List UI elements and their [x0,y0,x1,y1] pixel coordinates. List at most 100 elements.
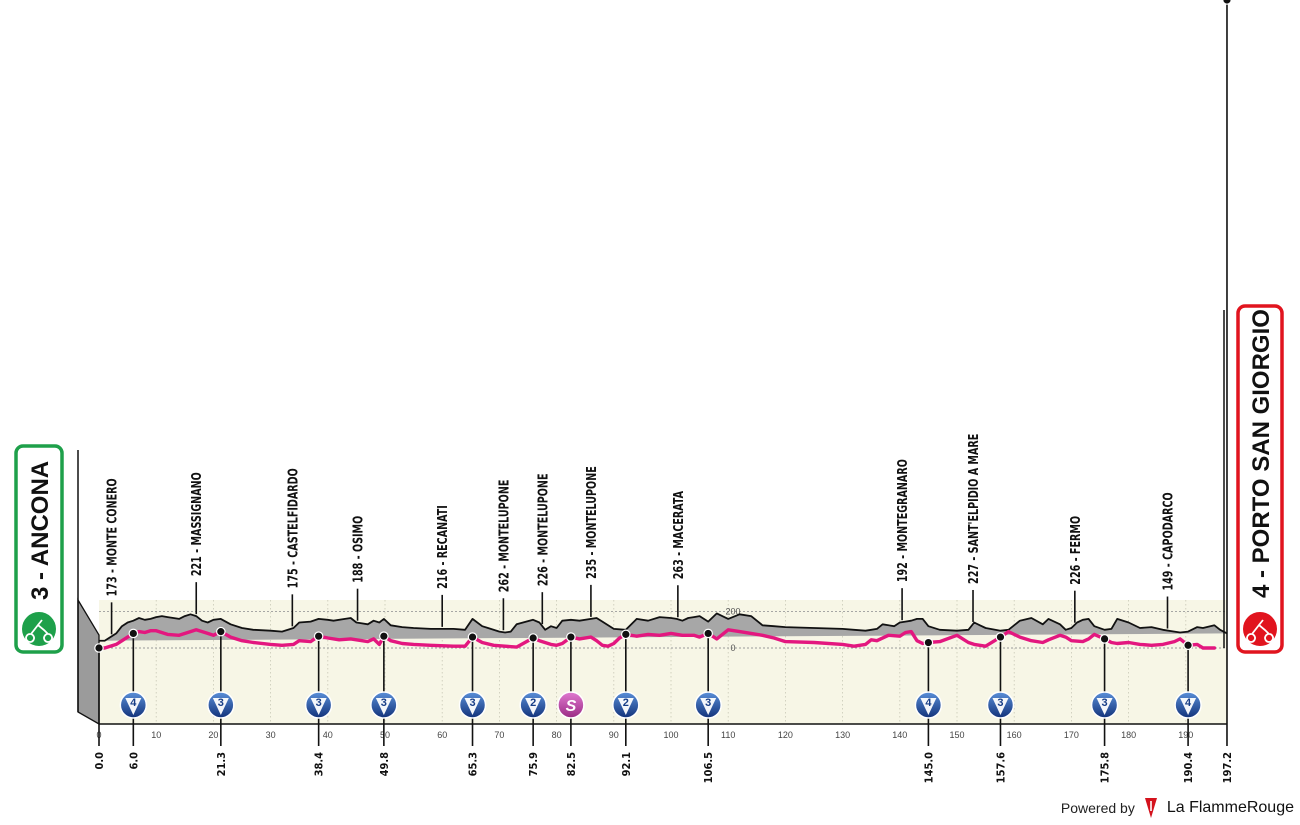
place-name: 192 - MONTEGRANARO [895,459,910,582]
checkpoint-km-label: 92.1 [620,752,633,777]
checkpoint-dot [1222,0,1232,5]
start-place-name: 3 - ANCONA [27,461,54,600]
flamme-rouge-logo-icon [1144,798,1157,818]
place-label: 173 - MONTE CONERO [105,478,120,635]
place-label: 226 - FERMO [1068,516,1083,623]
checkpoint-category: 3 [469,697,475,709]
climb-triangle-icon [375,698,392,715]
profile-side-wall [77,597,100,726]
checkpoint-dot [621,629,631,640]
checkpoint: 4 190.4 [1174,640,1202,783]
climb-triangle-icon [617,698,634,715]
x-tick-label: 150 [949,730,964,740]
checkpoint: 349.8 [370,631,398,777]
x-tick-label: 30 [266,730,276,740]
climb-triangle-icon [125,698,142,715]
x-tick-label: 40 [323,730,333,740]
brand-name: La FlammeRouge [1166,799,1294,816]
climb-triangle-icon [464,698,481,715]
checkpoint: 197.2 [1221,0,1234,783]
place-name: 226 - MONTELUPONE [535,474,550,587]
checkpoint: 365.3 [458,632,487,776]
checkpoint-km-label: 0.0 [93,752,106,770]
climb-triangle-icon [525,698,542,715]
place-name: 188 - OSIMO [351,516,366,583]
checkpoint-category: 3 [218,697,224,709]
x-tick-label: 50 [380,730,390,740]
checkpoint-km-label: 49.8 [378,752,391,777]
place-name: 221 - MASSIGNANO [189,472,204,576]
checkpoint-dot [566,632,576,642]
x-tick-label: 180 [1121,730,1136,740]
place-label: 149 - CAPODARCO [1160,492,1176,629]
place-label: 235 - MONTELUPONE [584,466,599,617]
bike-icon [25,619,53,643]
checkpoint-category: 4 [925,697,932,709]
checkpoint-dot [379,631,389,641]
place-label: 263 - MACERATA [671,490,686,618]
start-frame [14,444,64,654]
climb-triangle-icon [212,698,229,715]
checkpoint-category: S [566,698,577,715]
checkpoint-dot [313,631,324,641]
checkpoint-km-label: 190.4 [1182,752,1195,783]
checkpoint: 275.9 [519,633,547,776]
x-tick-label: 20 [208,730,218,740]
place-label: 188 - OSIMO [351,516,366,621]
checkpoint: 3 157.6 [986,632,1015,783]
x-tick-label: 110 [721,730,735,740]
place-label: 227 - SANT'ELPIDIO A MARE [966,434,981,622]
place-name: 235 - MONTELUPONE [584,466,599,579]
checkpoint: 4 145.0 [914,637,943,783]
checkpoint-km-label: 157.6 [994,752,1007,783]
finish-cyclist-icon [1241,610,1279,648]
x-tick-label: 100 [663,730,678,740]
x-tick-label: 170 [1064,730,1079,740]
checkpoint-dot [703,628,713,639]
climb-triangle-icon [1096,698,1113,715]
x-tick-label: 80 [552,730,562,740]
place-label: 175 - CASTELFIDARDO [285,468,301,627]
climb-triangle-icon [310,698,327,715]
place-name: 216 - RECANATI [435,505,450,589]
checkpoint-category: 3 [316,697,322,709]
checkpoint: 292.1 [612,629,640,777]
elevation-tick-label: 0 [730,643,735,653]
checkpoint: 321.3 [207,626,235,777]
checkpoint-category: 3 [1102,697,1108,709]
checkpoint-category: 3 [997,697,1003,709]
powered-by: Powered by La FlammeRouge [1061,797,1294,819]
checkpoint-km-label: 38.4 [313,752,326,777]
checkpoint-category: 3 [705,697,711,709]
place-label: 216 - RECANATI [435,505,450,627]
powered-by-text: Powered by [1060,800,1135,816]
checkpoint-category: 2 [623,697,629,709]
climb-triangle-icon [700,698,717,715]
route-line [97,628,1217,650]
checkpoint-dot [467,632,478,642]
x-tick-label: 70 [494,730,504,740]
place-name: 226 - FERMO [1068,516,1083,585]
checkpoints: 0.046.0321.3338.4349.8365.3275.9S82.5292… [93,0,1234,783]
checkpoint-km-label: 82.5 [565,752,578,777]
checkpoint: 3 175.8 [1090,634,1119,783]
checkpoint-category: 3 [381,697,387,709]
start-badge: 3 - ANCONA [14,444,64,654]
checkpoint: 0.0 [93,643,106,770]
elevation-profile-line [98,612,1228,642]
checkpoint-dot [1099,634,1110,644]
checkpoint: 46.0 [119,628,148,770]
climb-triangle-icon [1180,698,1197,715]
finish-frame [1236,304,1284,654]
place-name: 263 - MACERATA [671,490,686,579]
place-name: 227 - SANT'ELPIDIO A MARE [966,434,981,584]
checkpoint-dot [1183,640,1193,651]
endpoints: 3 - ANCONA 4 - PORTO SAN GIORGIO [14,304,1284,654]
x-tick-label: 90 [609,730,619,740]
place-name: 262 - MONTELUPONE [496,480,511,593]
checkpoint-km-label: 21.3 [215,752,228,777]
finish-place-name: 4 - PORTO SAN GIORGIO [1248,309,1275,598]
x-tick-label: 120 [778,730,793,740]
x-tick-label: 160 [1007,730,1022,740]
